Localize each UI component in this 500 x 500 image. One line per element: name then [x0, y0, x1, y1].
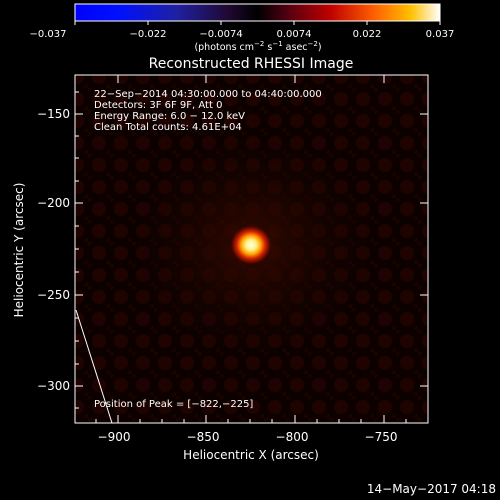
flare-source [229, 224, 273, 266]
info-block: 22−Sep−2014 04:30:00.000 to 04:40:00.000… [94, 89, 322, 133]
colorbar-gradient [74, 3, 441, 22]
colorbar: −0.037 −0.022 −0.0074 0.0074 0.022 0.037… [29, 3, 455, 53]
x-tick-label: −800 [276, 430, 309, 444]
colorbar-tick-label: −0.022 [129, 29, 166, 40]
y-tick-label: −200 [37, 196, 70, 210]
info-detectors: Detectors: 3F 6F 9F, Att 0 [94, 100, 222, 111]
plot-title: Reconstructed RHESSI Image [149, 56, 354, 72]
x-axis-label: Heliocentric X (arcsec) [183, 448, 319, 462]
y-tick-label: −150 [37, 107, 70, 121]
info-energy-range: Energy Range: 6.0 − 12.0 keV [94, 111, 245, 122]
colorbar-tick-label: 0.0074 [277, 29, 312, 40]
x-axis-ticks [95, 75, 407, 423]
x-tick-label: −900 [98, 430, 131, 444]
y-tick-label: −250 [37, 288, 70, 302]
colorbar-units: (photons cm−2 s−1 asec−2) [194, 40, 321, 53]
timestamp: 14−May−2017 04:18 [367, 482, 496, 496]
y-axis-ticks [75, 91, 428, 409]
info-time-range: 22−Sep−2014 04:30:00.000 to 04:40:00.000 [94, 89, 322, 100]
x-tick-label: −750 [365, 430, 398, 444]
colorbar-tick-label: −0.037 [29, 29, 66, 40]
solar-limb-line [75, 309, 113, 423]
rhessi-image [75, 75, 428, 423]
y-tick-label: −300 [37, 379, 70, 393]
info-clean-counts: Clean Total counts: 4.61E+04 [94, 122, 242, 133]
colorbar-tick-label: 0.037 [426, 29, 455, 40]
colorbar-tick-label: 0.022 [353, 29, 382, 40]
colorbar-tick-label: −0.0074 [199, 29, 242, 40]
x-tick-label: −850 [187, 430, 220, 444]
y-axis-label: Heliocentric Y (arcsec) [12, 183, 26, 318]
peak-position-label: Position of Peak = [−822,−225] [94, 399, 253, 410]
